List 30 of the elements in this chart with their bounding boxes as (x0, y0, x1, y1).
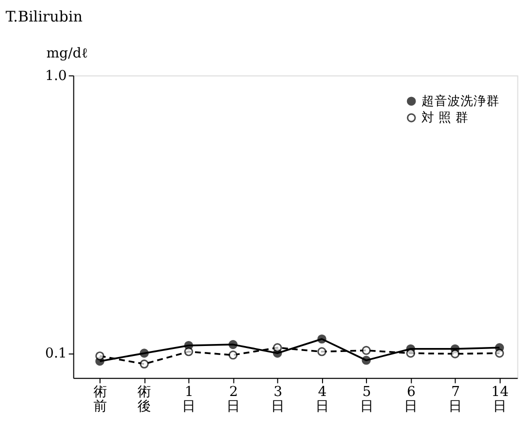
chart-title: T.Bilirubin (6, 8, 84, 26)
x-tick-label: 6日 (404, 384, 418, 415)
point (450, 349, 460, 358)
point (362, 356, 371, 365)
y-axis-title: mg/dℓ (46, 45, 88, 62)
x-tick-label: 2日 (226, 384, 241, 415)
y-tick-label: 0.1 (45, 346, 67, 362)
point (95, 351, 104, 360)
point (228, 340, 238, 350)
x-tick-label: 4日 (315, 384, 330, 415)
point (140, 359, 149, 369)
point (362, 346, 371, 355)
x-tick-label: 術前 (93, 384, 108, 415)
point (406, 348, 416, 358)
point (184, 347, 194, 356)
point (317, 347, 326, 356)
x-tick-label: 術後 (138, 384, 152, 415)
x-tick-label: 5日 (360, 384, 374, 415)
point (140, 348, 149, 358)
y-tick-label: 1.0 (45, 68, 67, 84)
point (272, 343, 282, 352)
point (228, 350, 238, 360)
x-tick-label: 1日 (182, 384, 196, 415)
legend-label: 超音波洗浄群 (422, 93, 500, 108)
x-tick-label: 3日 (270, 384, 285, 415)
point (494, 348, 504, 358)
point (317, 334, 326, 344)
legend-label: 対 照 群 (422, 110, 469, 125)
x-tick-label: 14日 (491, 384, 509, 415)
x-tick-label: 7日 (448, 384, 463, 415)
